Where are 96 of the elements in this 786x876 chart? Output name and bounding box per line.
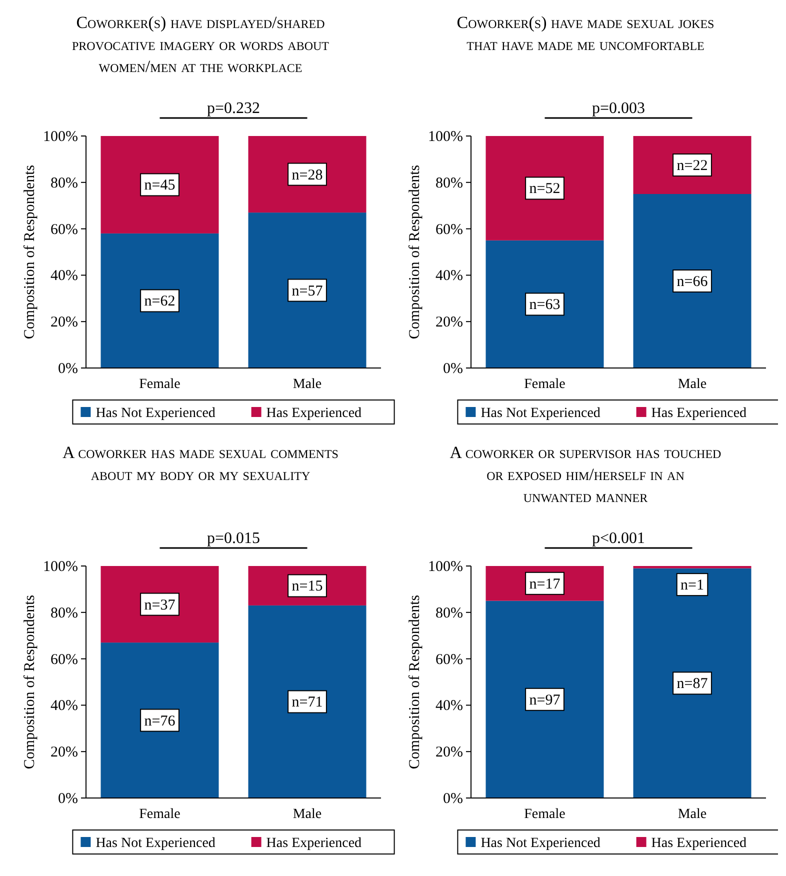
annotation: n=97 [529,692,561,708]
y-tick-label: 100% [43,559,78,575]
y-axis-title: Composition of Respondents [407,164,423,340]
annotation: n=87 [676,676,708,692]
y-tick-label: 0% [443,361,463,377]
chart-title: Coworker(s) have made sexual jokes that have made me uncomfortable [456,13,714,54]
y-tick-label: 40% [50,698,78,714]
y-axis-title: Composition of Respondents [22,164,38,340]
y-tick-label: 60% [50,222,78,238]
chart-title: A coworker has made sexual comments about my body or my sexuality [62,443,338,484]
legend-label: Has Experienced [266,406,362,421]
label-box: n=76 [140,708,180,732]
x-tick-label: Female [139,377,180,392]
bar [100,136,219,234]
label-box: n=52 [525,176,564,200]
annotation: n=22 [676,158,708,174]
y-tick-label: 60% [50,652,78,668]
y-tick-label: 40% [50,268,78,284]
bar [633,194,752,368]
text: p<0.001 [592,530,646,547]
text: p=0.015 [206,530,260,547]
y-tick-label: 60% [436,652,463,668]
y-tick-label: 0% [58,791,78,807]
legend-label: Has Not Experienced [96,406,216,421]
label-box: n=37 [140,592,180,616]
legend-label: Has Not Experienced [480,406,600,421]
bar [486,136,604,240]
bar [486,600,604,798]
label-box: n=87 [672,672,712,695]
label-box: n=17 [525,572,564,595]
annotation: n=37 [144,597,176,614]
annotation: n=63 [529,297,560,314]
annotation: n=71 [292,694,323,711]
y-tick-label: 20% [436,744,463,761]
bar [248,212,366,368]
label-box: n=22 [672,154,712,176]
label-box: n=28 [288,162,327,186]
bar [100,566,219,643]
bar [633,568,752,798]
label-box: n=63 [525,292,564,316]
y-tick-label: 20% [50,314,78,331]
x-tick-label: Male [678,807,707,822]
annotation: n=66 [676,274,708,290]
bar [100,642,219,798]
label-box: n=1 [676,573,708,596]
y-tick-label: 60% [436,222,463,238]
label-box: n=71 [288,690,327,714]
x-tick-label: Female [139,807,180,822]
label-box: n=62 [140,289,180,312]
annotation: n=1 [680,578,704,594]
y-tick-label: 100% [428,559,463,575]
annotation: n=17 [529,576,561,592]
y-tick-label: 20% [50,744,78,761]
label-box: n=97 [525,688,564,711]
label-box: n=15 [288,574,327,598]
y-tick-label: 0% [58,361,78,377]
annotation: n=52 [529,181,560,198]
y-tick-label: 40% [436,268,463,284]
bar [248,136,366,213]
bar [248,605,366,798]
bar [486,240,604,368]
y-axis-title: Composition of Respondents [407,594,423,770]
y-axis-title: Composition of Respondents [22,594,38,770]
legend-label: Has Experienced [266,836,362,851]
y-tick-label: 80% [50,175,78,192]
text: p=0.003 [592,100,646,117]
annotation: n=76 [144,713,176,730]
y-tick-label: 80% [50,605,78,622]
y-tick-label: 100% [428,129,463,145]
annotation: n=45 [144,178,176,194]
bar [100,233,219,368]
y-tick-label: 40% [436,698,463,714]
legend-label: Has Experienced [651,836,747,851]
annotation: n=28 [292,167,323,184]
legend-label: Has Not Experienced [480,836,600,851]
annotation: n=62 [144,294,176,310]
x-tick-label: Male [292,807,322,822]
x-tick-label: Female [524,807,566,822]
y-tick-label: 100% [43,129,78,145]
y-tick-label: 0% [443,791,463,807]
text: p=0.232 [206,100,260,117]
y-tick-label: 80% [436,175,463,192]
x-tick-label: Male [292,377,322,392]
label-box: n=45 [140,173,180,196]
label-box: n=57 [288,278,327,302]
x-tick-label: Female [524,377,566,392]
label-box: n=66 [672,270,712,292]
x-tick-label: Male [678,377,707,392]
annotation: n=15 [292,578,323,595]
chart-title: Coworker(s) have displayed/shared provocative imagery or words about women/men at the workplace [72,13,330,76]
y-tick-label: 80% [436,605,463,622]
annotation: n=57 [292,283,324,300]
legend-label: Has Experienced [651,406,747,421]
chart-title: A coworker or supervisor has touched or exposed him/herself in an unwanted manner [450,443,722,506]
legend-label: Has Not Experienced [96,836,216,851]
y-tick-label: 20% [436,314,463,331]
